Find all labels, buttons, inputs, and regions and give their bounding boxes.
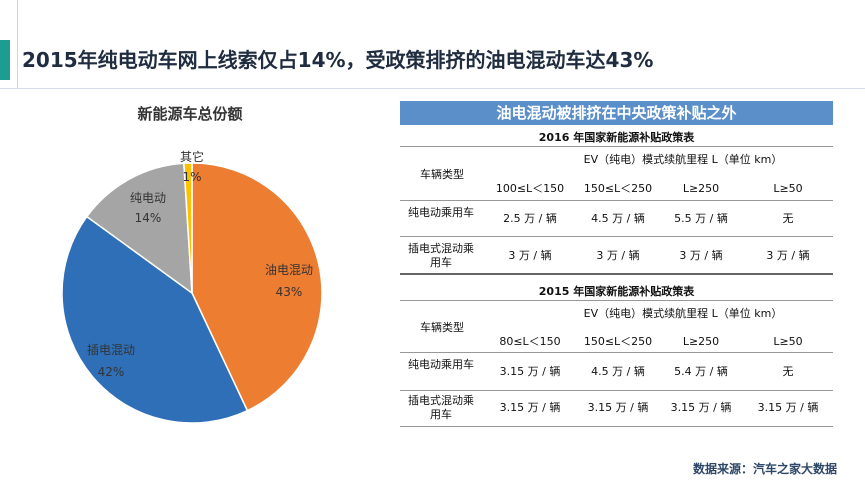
- pie-slice-plugin: [61, 215, 249, 424]
- pie-slice-hybrid: [191, 162, 323, 412]
- table-2015-phev-val-2: 3.15 万 / 辆: [587, 401, 649, 414]
- table-2015-title: 2015 年国家新能源补贴政策表: [538, 285, 695, 298]
- table-2015-row-phev-label: 插电式混动乘用车: [408, 394, 474, 421]
- decorative-horizontal-line: [0, 88, 865, 89]
- table-2015-type-header: 车辆类型: [420, 321, 464, 334]
- table-2016-rule-top: [400, 146, 833, 147]
- table-2016-phev-val-2: 3 万 / 辆: [596, 249, 640, 262]
- pie-label-hybrid: 油电混动 43%: [254, 262, 324, 300]
- table-2015-range-1: 80≤L＜150: [499, 335, 561, 348]
- slide-title: 2015年纯电动车网上线索仅占14%，受政策排挤的油电混动车达43%: [22, 48, 654, 72]
- table-2015-range-header: EV（纯电）模式续航里程 L（单位 km）: [583, 307, 783, 320]
- pie-label-plugin-name: 插电混动: [86, 343, 135, 357]
- table-2016-ev-val-4: 无: [782, 212, 794, 225]
- table-2016-ev-val-3: 5.5 万 / 辆: [674, 212, 728, 225]
- pie-label-pure-ev-name: 纯电动: [129, 191, 166, 205]
- pie-label-hybrid-pct: 43%: [275, 285, 303, 299]
- table-2015-rule-bottom: [400, 426, 833, 427]
- data-source-note: 数据来源：汽车之家大数据: [692, 462, 837, 476]
- table-2016-range-4: L≥50: [773, 182, 803, 195]
- table-2016-type-header: 车辆类型: [420, 168, 464, 181]
- table-2016-phev-val-4: 3 万 / 辆: [766, 249, 810, 262]
- table-2016-phev-val-3: 3 万 / 辆: [679, 249, 723, 262]
- table-2016-phev-val-1: 3 万 / 辆: [508, 249, 552, 262]
- table-2016-row-ev-label: 纯电动乘用车: [408, 206, 474, 219]
- pie-slice-pure-ev: [85, 162, 193, 295]
- decorative-vertical-line: [17, 0, 18, 88]
- table-2016-range-header: EV（纯电）模式续航里程 L（单位 km）: [583, 153, 783, 166]
- table-2016-range-2: 150≤L＜250: [583, 182, 653, 195]
- table-2015-rule-2: [400, 390, 833, 391]
- table-2015-range-3: L≥250: [682, 335, 720, 348]
- table-2016-rule-bottom: [400, 273, 833, 275]
- pie-slice-other: [183, 162, 193, 294]
- table-2016-ev-val-2: 4.5 万 / 辆: [591, 212, 645, 225]
- table-2015-phev-val-4: 3.15 万 / 辆: [757, 401, 819, 414]
- table-2015-ev-val-2: 4.5 万 / 辆: [591, 365, 645, 378]
- table-2015-range-2: 150≤L＜250: [583, 335, 653, 348]
- table-2016-title: 2016 年国家新能源补贴政策表: [538, 131, 695, 144]
- table-2016-range-1: 100≤L＜150: [495, 182, 565, 195]
- policy-header: 油电混动被排挤在中央政策补贴之外: [400, 101, 833, 125]
- table-2015-rule-1: [400, 352, 833, 353]
- table-2015-phev-val-3: 3.15 万 / 辆: [670, 401, 732, 414]
- pie-label-other-name: 其它: [179, 150, 204, 164]
- table-2016-row-phev-label: 插电式混动乘用车: [408, 242, 474, 269]
- table-2015-ev-val-3: 5.4 万 / 辆: [674, 365, 728, 378]
- title-accent-bar: [0, 40, 10, 80]
- pie-label-other-pct: 1%: [182, 170, 202, 184]
- table-2015-range-4: L≥50: [773, 335, 803, 348]
- table-2015-ev-val-4: 无: [782, 365, 794, 378]
- table-2016-range-3: L≥250: [682, 182, 720, 195]
- pie-label-plugin-pct: 42%: [97, 365, 125, 379]
- table-2016-ev-val-1: 2.5 万 / 辆: [503, 212, 557, 225]
- table-2015-ev-val-1: 3.15 万 / 辆: [499, 365, 561, 378]
- table-2015-rule-top: [400, 300, 833, 301]
- table-2015-phev-val-1: 3.15 万 / 辆: [499, 401, 561, 414]
- table-2015-row-ev-label: 纯电动乘用车: [408, 358, 474, 371]
- pie-label-other: 其它 1%: [170, 149, 214, 185]
- pie-label-pure-ev: 纯电动 14%: [118, 190, 178, 226]
- pie-label-plugin: 插电混动 42%: [76, 342, 146, 380]
- chart-title: 新能源车总份额: [137, 105, 243, 123]
- table-2016-rule-1: [400, 200, 833, 201]
- pie-label-hybrid-name: 油电混动: [264, 263, 313, 277]
- table-2016-rule-2: [400, 236, 833, 237]
- pie-label-pure-ev-pct: 14%: [134, 211, 162, 225]
